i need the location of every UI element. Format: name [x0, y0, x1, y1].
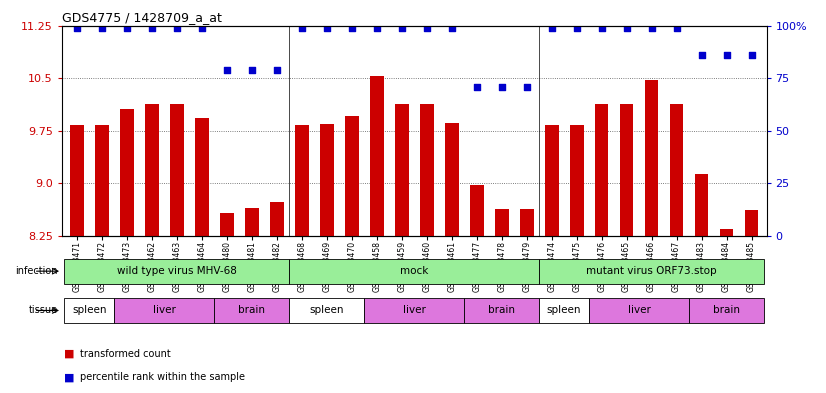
Point: [645, 24, 658, 31]
Text: brain: brain: [239, 305, 265, 316]
Bar: [670, 104, 683, 236]
Point: [121, 24, 134, 31]
Text: liver: liver: [628, 305, 651, 316]
Bar: [545, 125, 558, 236]
Point: [445, 24, 458, 31]
Point: [295, 24, 308, 31]
Text: infection: infection: [16, 266, 58, 276]
Bar: [220, 213, 234, 236]
Point: [720, 52, 733, 58]
Text: GDS4775 / 1428709_a_at: GDS4775 / 1428709_a_at: [62, 11, 222, 24]
Bar: [570, 125, 583, 236]
Point: [570, 24, 583, 31]
Bar: [295, 125, 309, 236]
Text: spleen: spleen: [310, 305, 344, 316]
Point: [320, 24, 334, 31]
Point: [745, 52, 758, 58]
Text: transformed count: transformed count: [80, 349, 171, 359]
Bar: [495, 209, 509, 236]
Point: [495, 83, 508, 90]
Text: brain: brain: [713, 305, 740, 316]
Bar: [745, 210, 758, 236]
Bar: [695, 174, 709, 236]
Bar: [645, 80, 658, 236]
Point: [370, 24, 383, 31]
Bar: [420, 104, 434, 236]
Point: [520, 83, 534, 90]
Bar: [215, 298, 289, 323]
Bar: [689, 298, 764, 323]
Text: spleen: spleen: [72, 305, 107, 316]
Text: brain: brain: [488, 305, 515, 316]
Point: [620, 24, 634, 31]
Bar: [289, 259, 539, 284]
Bar: [719, 229, 733, 236]
Point: [245, 66, 259, 73]
Bar: [245, 208, 259, 236]
Bar: [64, 298, 115, 323]
Text: tissue: tissue: [29, 305, 58, 316]
Text: liver: liver: [403, 305, 425, 316]
Text: ■: ■: [64, 349, 74, 359]
Text: percentile rank within the sample: percentile rank within the sample: [80, 372, 245, 382]
Point: [595, 24, 608, 31]
Text: ■: ■: [64, 372, 74, 382]
Bar: [320, 124, 334, 236]
Bar: [620, 104, 634, 236]
Point: [420, 24, 434, 31]
Bar: [270, 202, 283, 236]
Bar: [120, 109, 134, 236]
Point: [395, 24, 408, 31]
Bar: [464, 298, 539, 323]
Point: [270, 66, 283, 73]
Point: [170, 24, 183, 31]
Text: mutant virus ORF73.stop: mutant virus ORF73.stop: [586, 266, 717, 276]
Bar: [289, 298, 364, 323]
Bar: [345, 116, 358, 236]
Point: [145, 24, 159, 31]
Point: [345, 24, 358, 31]
Bar: [95, 125, 109, 236]
Bar: [370, 76, 383, 236]
Bar: [170, 104, 183, 236]
Point: [545, 24, 558, 31]
Point: [195, 24, 208, 31]
Bar: [364, 298, 464, 323]
Point: [695, 52, 708, 58]
Bar: [445, 123, 458, 236]
Point: [70, 24, 83, 31]
Point: [670, 24, 683, 31]
Text: liver: liver: [153, 305, 176, 316]
Point: [221, 66, 234, 73]
Bar: [470, 185, 483, 236]
Bar: [539, 259, 764, 284]
Bar: [520, 209, 534, 236]
Bar: [589, 298, 689, 323]
Text: wild type virus MHV-68: wild type virus MHV-68: [117, 266, 237, 276]
Bar: [595, 104, 609, 236]
Text: spleen: spleen: [547, 305, 582, 316]
Bar: [64, 259, 289, 284]
Bar: [70, 125, 83, 236]
Bar: [145, 104, 159, 236]
Point: [95, 24, 108, 31]
Bar: [395, 104, 409, 236]
Text: mock: mock: [400, 266, 429, 276]
Bar: [115, 298, 215, 323]
Bar: [195, 118, 209, 236]
Bar: [539, 298, 589, 323]
Point: [470, 83, 483, 90]
